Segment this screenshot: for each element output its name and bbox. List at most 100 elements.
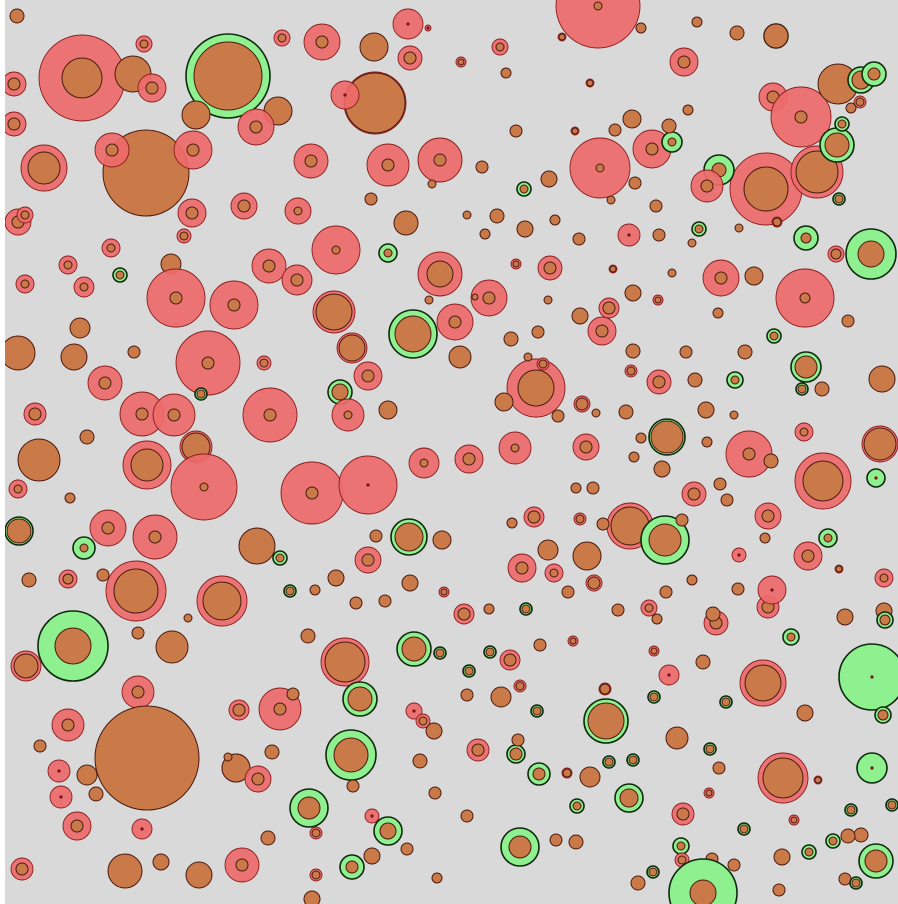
particle-core	[595, 324, 609, 338]
particle	[94, 705, 200, 811]
particle	[105, 560, 167, 622]
particle	[838, 872, 852, 886]
particle	[432, 530, 452, 550]
particle-core	[394, 522, 424, 552]
particle	[364, 192, 378, 206]
particle-core	[506, 517, 518, 529]
particle-core	[193, 41, 263, 111]
particle-core	[412, 753, 428, 769]
particle-core	[571, 127, 579, 135]
particle-core	[762, 757, 804, 799]
particle	[737, 822, 751, 836]
particle-core	[575, 514, 585, 524]
particle-core	[426, 260, 454, 288]
particle	[5, 516, 34, 546]
particle-core	[503, 653, 517, 667]
particle	[653, 460, 671, 478]
particle	[331, 398, 365, 432]
particle-core	[648, 523, 682, 557]
particle-center-dot	[366, 483, 370, 487]
particle	[62, 811, 92, 841]
particle	[734, 223, 744, 233]
particle	[346, 779, 360, 793]
particle	[336, 332, 368, 364]
particle-core	[361, 369, 375, 383]
particle	[69, 317, 91, 339]
particle-core	[622, 109, 642, 129]
particle	[569, 798, 585, 814]
particle-core	[857, 240, 885, 268]
simulation-canvas[interactable]	[5, 0, 898, 904]
particle-core	[532, 706, 542, 716]
particle-core	[814, 776, 822, 784]
particle	[793, 541, 823, 571]
particle-core	[661, 118, 677, 134]
particle	[647, 690, 661, 704]
particle	[697, 401, 715, 419]
particle-core	[599, 683, 611, 695]
particle	[303, 23, 341, 61]
particle	[281, 264, 313, 296]
particle-core	[135, 407, 149, 421]
particle-core	[511, 733, 525, 747]
particle-core	[834, 194, 844, 204]
particle	[561, 585, 575, 599]
particle-core	[479, 228, 491, 240]
particle	[388, 309, 438, 359]
particle-core	[887, 800, 897, 810]
particle	[675, 513, 689, 527]
particle	[712, 761, 726, 775]
particle	[76, 764, 98, 786]
particle-core	[179, 231, 189, 241]
particle-core	[686, 574, 698, 586]
particle	[135, 35, 153, 53]
particle-core	[508, 835, 532, 859]
particle-core	[729, 410, 739, 420]
particle	[327, 569, 345, 587]
particle-core	[347, 686, 373, 712]
particle-core	[516, 220, 534, 238]
particle-core	[679, 345, 693, 359]
particle	[369, 529, 383, 543]
particle	[834, 116, 850, 132]
particle-core	[303, 890, 321, 904]
particle-core	[69, 317, 91, 339]
particle	[583, 698, 629, 744]
particle-red-ring	[555, 0, 641, 49]
particle-core	[509, 124, 523, 138]
particle-core	[650, 420, 684, 454]
particle-core	[828, 836, 838, 846]
particle	[10, 857, 34, 881]
particle	[668, 858, 738, 904]
particle-core	[471, 293, 479, 301]
particle	[757, 752, 809, 804]
particle-core	[586, 481, 600, 495]
particle-center-dot	[426, 26, 430, 30]
particle-core	[531, 325, 545, 339]
particle	[284, 197, 312, 225]
particle-core	[223, 752, 233, 762]
particle	[503, 331, 519, 347]
particle-core	[185, 206, 199, 220]
particle	[132, 514, 178, 560]
particle-core	[593, 1, 603, 11]
particle	[557, 32, 567, 42]
particle	[20, 144, 68, 192]
particle-core	[431, 872, 443, 884]
particle-core	[572, 232, 586, 246]
particle	[773, 848, 791, 866]
particle	[354, 546, 382, 574]
particle-center-dot	[737, 553, 741, 557]
particle	[283, 584, 297, 598]
particle	[543, 295, 553, 305]
particle	[570, 126, 580, 136]
particle	[175, 330, 241, 396]
particle-core	[712, 761, 726, 775]
particle	[555, 0, 641, 49]
particle-core	[619, 788, 639, 808]
particle	[194, 387, 208, 401]
particle	[686, 574, 698, 586]
particle	[223, 752, 233, 762]
particle-core	[346, 779, 360, 793]
particle-core	[300, 628, 316, 644]
